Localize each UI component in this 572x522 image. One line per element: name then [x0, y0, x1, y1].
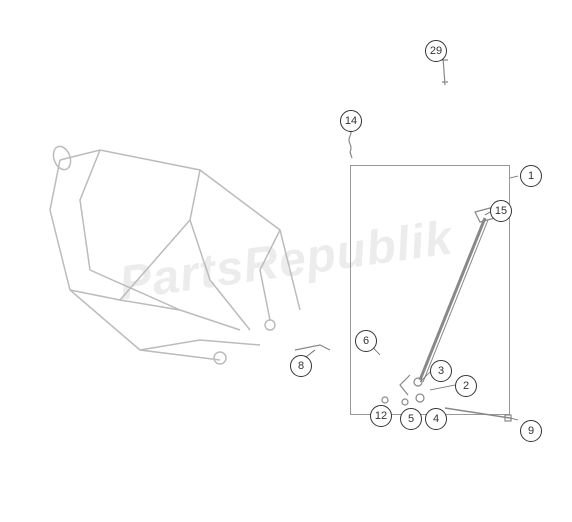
callout-2: 2 [455, 375, 477, 397]
parts-diagram: PartsRepublik [0, 0, 572, 522]
side-stand-parts [0, 0, 572, 522]
callout-1: 1 [520, 165, 542, 187]
callout-12: 12 [370, 405, 392, 427]
callout-9: 9 [520, 420, 542, 442]
callout-6: 6 [355, 330, 377, 352]
callout-4: 4 [425, 408, 447, 430]
callout-14: 14 [340, 110, 362, 132]
callout-3: 3 [430, 360, 452, 382]
callout-29: 29 [425, 40, 447, 62]
callout-5: 5 [400, 408, 422, 430]
callout-15: 15 [490, 200, 512, 222]
callout-8: 8 [290, 355, 312, 377]
